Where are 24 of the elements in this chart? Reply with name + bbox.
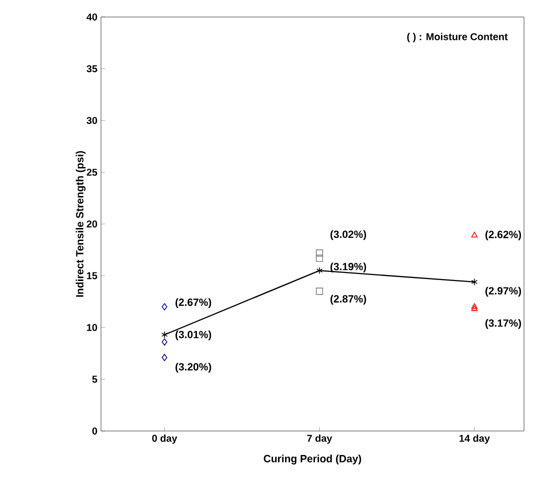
annotation: (2.97%) [485, 286, 522, 297]
annotation: (3.20%) [176, 362, 212, 373]
y-tick-label: 5 [92, 376, 98, 383]
y-tick-label: 25 [86, 168, 98, 176]
annotation: (3.19%) [330, 262, 366, 272]
x-tick-label: 0 day [152, 434, 178, 444]
annotation: (2.87%) [330, 294, 366, 305]
x-axis-title: Curing Period (Day) [264, 454, 362, 464]
x-tick-label: 14 day [460, 434, 490, 444]
y-tick-label: 10 [87, 324, 98, 332]
annotation: (3.01%) [176, 330, 212, 340]
annotation: (3.17%) [485, 319, 522, 329]
y-tick-label: 40 [86, 13, 98, 21]
annotation: (2.62%) [485, 230, 522, 240]
y-tick-label: 35 [86, 65, 98, 72]
y-tick-label: 30 [86, 116, 98, 124]
annotation: ( ) : Moisture Content [407, 32, 508, 42]
y-tick-label: 0 [92, 427, 98, 435]
y-axis-title: Indirect Tensile Strength (psi) [76, 151, 86, 297]
y-tick-label: 15 [87, 272, 98, 280]
annotation: (3.02%) [330, 230, 366, 240]
y-tick-label: 20 [86, 220, 98, 228]
x-tick-label: 7 day [307, 434, 332, 444]
annotation: (2.67%) [176, 298, 212, 308]
